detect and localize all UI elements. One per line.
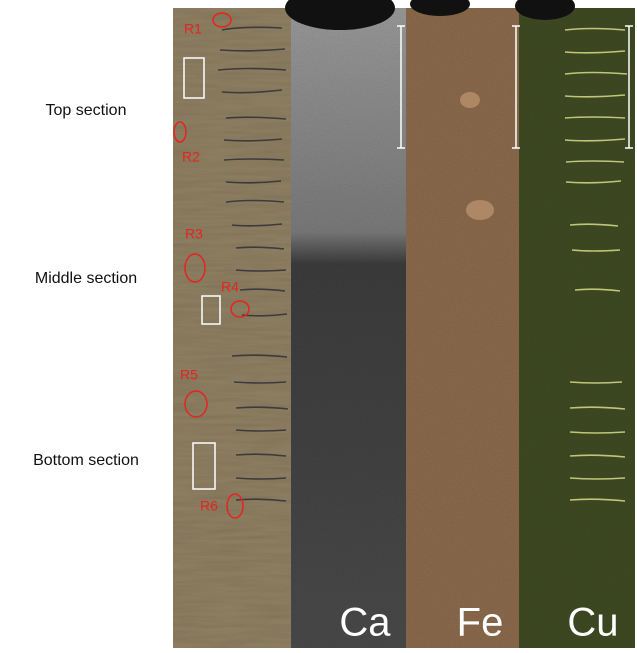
region-label: R2 xyxy=(182,149,200,165)
fe-spot xyxy=(460,92,480,108)
section-label: Top section xyxy=(46,102,127,119)
ca-map xyxy=(291,8,406,648)
fe-spot xyxy=(466,200,494,220)
papyrus-photo xyxy=(173,8,291,648)
region-label: R4 xyxy=(221,279,239,295)
region-label: R5 xyxy=(180,367,198,383)
region-label: R6 xyxy=(200,498,218,514)
figure: Top section Middle section Bottom section R… xyxy=(0,0,637,648)
region-label: R1 xyxy=(184,21,202,37)
panel-label: Ca xyxy=(339,601,391,645)
panel-label: Fe xyxy=(457,601,504,645)
panel-label: Cu xyxy=(567,601,618,645)
cu-map xyxy=(519,8,635,648)
region-label: R3 xyxy=(185,226,203,242)
section-label: Bottom section xyxy=(33,452,139,469)
section-label: Middle section xyxy=(35,270,137,287)
